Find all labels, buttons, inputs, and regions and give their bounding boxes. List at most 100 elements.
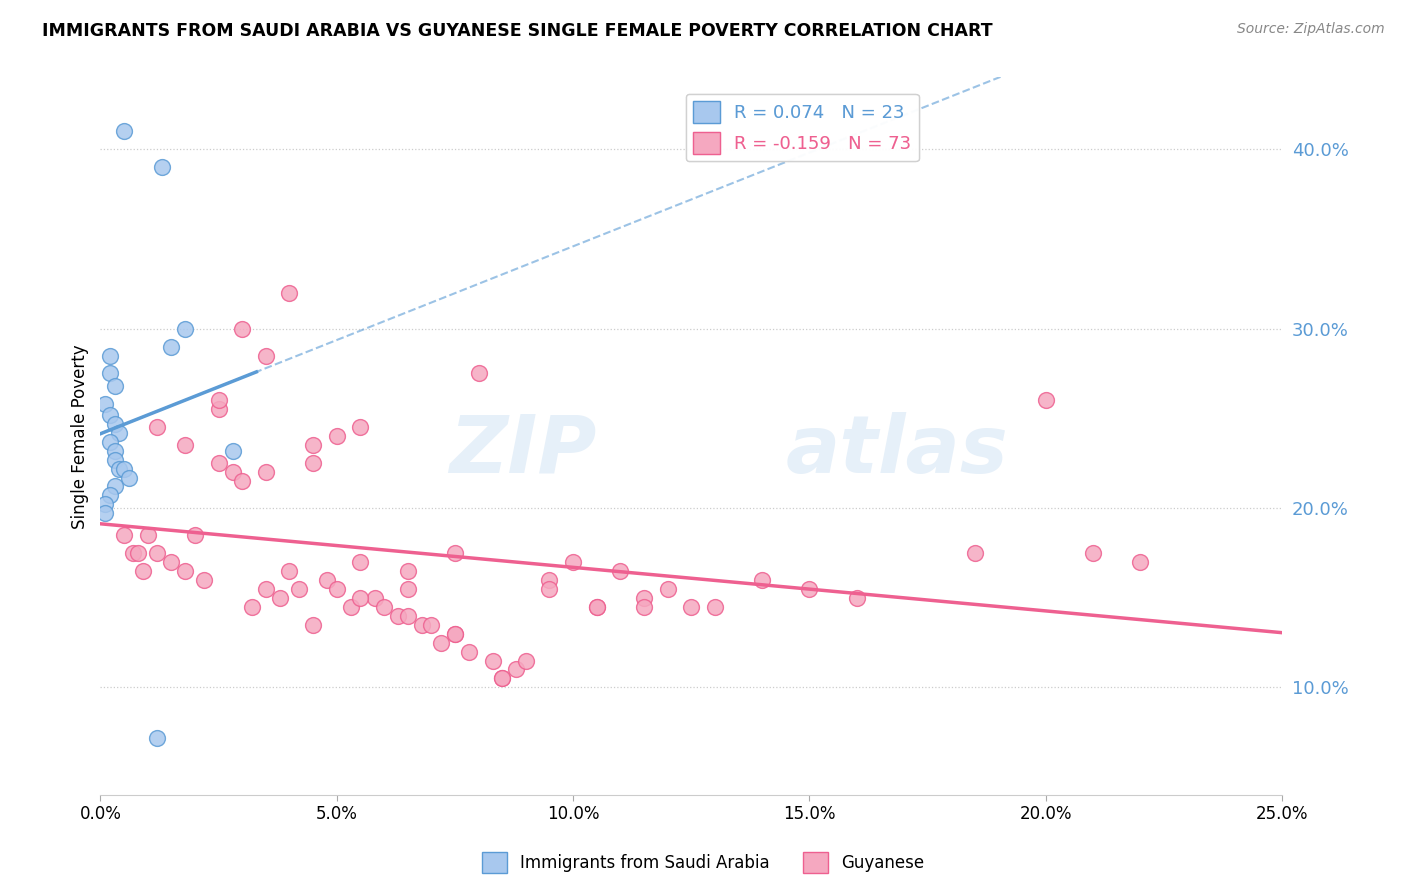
- Point: [325, 582, 347, 596]
- Point: [316, 573, 339, 587]
- Point: [108, 461, 131, 475]
- Point: [132, 564, 155, 578]
- Point: [538, 573, 561, 587]
- Point: [1129, 555, 1152, 569]
- Point: [146, 546, 169, 560]
- Point: [94, 507, 117, 521]
- Point: [349, 591, 371, 605]
- Point: [429, 635, 451, 649]
- Point: [444, 626, 467, 640]
- Point: [174, 438, 197, 452]
- Point: [98, 434, 121, 449]
- Point: [160, 340, 183, 354]
- Point: [1035, 393, 1057, 408]
- Point: [481, 653, 503, 667]
- Point: [103, 417, 125, 431]
- Point: [98, 367, 121, 381]
- Point: [98, 488, 121, 502]
- Point: [127, 546, 149, 560]
- Point: [207, 402, 229, 417]
- Y-axis label: Single Female Poverty: Single Female Poverty: [72, 344, 89, 529]
- Point: [585, 599, 607, 614]
- Point: [254, 349, 277, 363]
- Point: [160, 555, 183, 569]
- Point: [269, 591, 291, 605]
- Point: [231, 321, 253, 335]
- Point: [207, 456, 229, 470]
- Point: [963, 546, 986, 560]
- Point: [845, 591, 868, 605]
- Point: [562, 555, 585, 569]
- Point: [396, 608, 419, 623]
- Point: [491, 672, 513, 686]
- Point: [288, 582, 311, 596]
- Point: [112, 124, 135, 138]
- Point: [146, 731, 169, 745]
- Point: [515, 653, 537, 667]
- Point: [193, 573, 215, 587]
- Point: [103, 452, 125, 467]
- Point: [302, 617, 325, 632]
- Point: [585, 599, 607, 614]
- Point: [112, 528, 135, 542]
- Point: [396, 582, 419, 596]
- Point: [231, 474, 253, 488]
- Point: [349, 555, 371, 569]
- Point: [363, 591, 385, 605]
- Point: [458, 644, 481, 658]
- Point: [103, 479, 125, 493]
- Legend: Immigrants from Saudi Arabia, Guyanese: Immigrants from Saudi Arabia, Guyanese: [475, 846, 931, 880]
- Point: [254, 582, 277, 596]
- Point: [751, 573, 773, 587]
- Point: [387, 608, 409, 623]
- Point: [340, 599, 363, 614]
- Point: [657, 582, 679, 596]
- Legend: R = 0.074   N = 23, R = -0.159   N = 73: R = 0.074 N = 23, R = -0.159 N = 73: [686, 94, 918, 161]
- Point: [94, 497, 117, 511]
- Point: [98, 408, 121, 422]
- Point: [108, 425, 131, 440]
- Point: [491, 672, 513, 686]
- Point: [633, 591, 655, 605]
- Point: [94, 397, 117, 411]
- Point: [349, 420, 371, 434]
- Point: [302, 438, 325, 452]
- Point: [411, 617, 433, 632]
- Point: [146, 420, 169, 434]
- Point: [799, 582, 821, 596]
- Point: [278, 285, 301, 300]
- Point: [136, 528, 159, 542]
- Point: [325, 429, 347, 443]
- Point: [174, 564, 197, 578]
- Point: [240, 599, 263, 614]
- Point: [222, 465, 245, 479]
- Point: [703, 599, 725, 614]
- Point: [505, 663, 527, 677]
- Text: Source: ZipAtlas.com: Source: ZipAtlas.com: [1237, 22, 1385, 37]
- Point: [254, 465, 277, 479]
- Point: [396, 564, 419, 578]
- Text: atlas: atlas: [786, 411, 1008, 490]
- Point: [222, 443, 245, 458]
- Point: [150, 160, 173, 174]
- Point: [1081, 546, 1104, 560]
- Text: ZIP: ZIP: [450, 411, 596, 490]
- Point: [681, 599, 703, 614]
- Point: [538, 582, 561, 596]
- Point: [207, 393, 229, 408]
- Point: [444, 626, 467, 640]
- Point: [609, 564, 631, 578]
- Text: IMMIGRANTS FROM SAUDI ARABIA VS GUYANESE SINGLE FEMALE POVERTY CORRELATION CHART: IMMIGRANTS FROM SAUDI ARABIA VS GUYANESE…: [42, 22, 993, 40]
- Point: [112, 461, 135, 475]
- Point: [373, 599, 395, 614]
- Point: [122, 546, 145, 560]
- Point: [103, 379, 125, 393]
- Point: [420, 617, 443, 632]
- Point: [302, 456, 325, 470]
- Point: [444, 546, 467, 560]
- Point: [633, 599, 655, 614]
- Point: [278, 564, 301, 578]
- Point: [174, 321, 197, 335]
- Point: [103, 443, 125, 458]
- Point: [467, 367, 489, 381]
